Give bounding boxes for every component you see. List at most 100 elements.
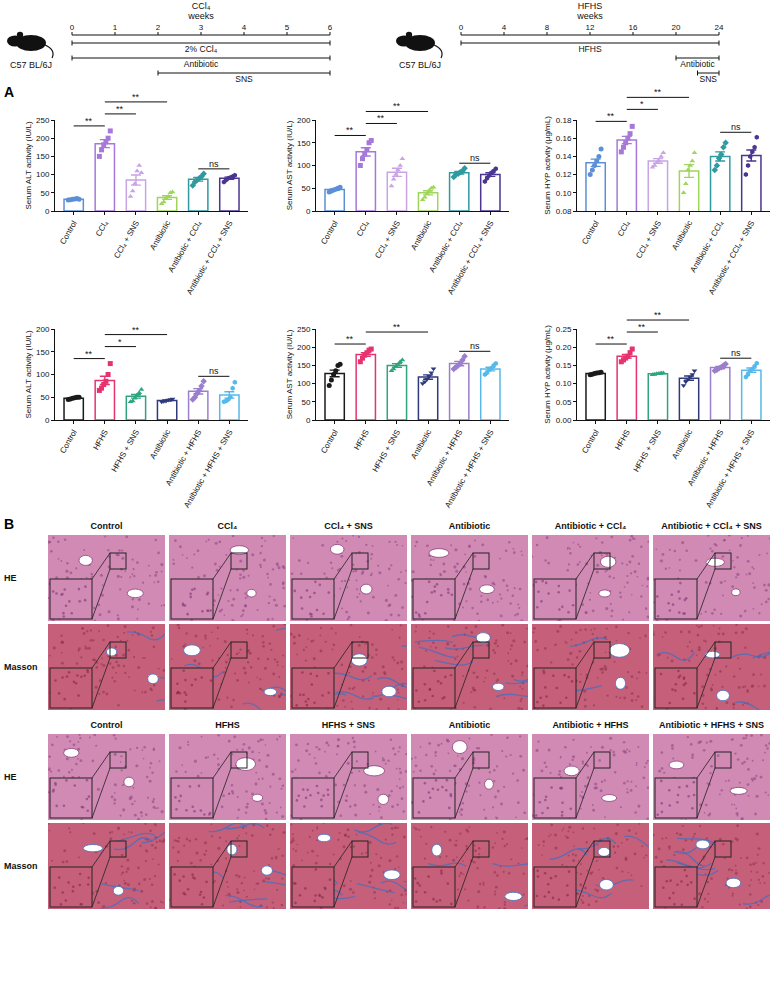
svg-text:150: 150 bbox=[297, 139, 311, 148]
svg-text:16: 16 bbox=[629, 23, 638, 32]
svg-text:**: ** bbox=[116, 104, 124, 114]
svg-text:Antibiotic: Antibiotic bbox=[184, 59, 219, 69]
svg-text:0: 0 bbox=[70, 23, 75, 32]
svg-text:ns: ns bbox=[209, 159, 219, 169]
svg-text:20: 20 bbox=[672, 23, 681, 32]
svg-text:150: 150 bbox=[36, 152, 50, 161]
svg-text:**: ** bbox=[654, 310, 662, 320]
svg-text:200: 200 bbox=[297, 343, 311, 352]
svg-text:Control: Control bbox=[58, 428, 79, 455]
svg-text:Antibiotic + CCl₄ + SNS: Antibiotic + CCl₄ + SNS bbox=[185, 219, 235, 296]
svg-text:100: 100 bbox=[36, 370, 50, 379]
svg-text:HFHS: HFHS bbox=[91, 428, 110, 451]
svg-text:Serum HYP activity (μg/mL): Serum HYP activity (μg/mL) bbox=[543, 325, 552, 424]
svg-text:Antibiotic + HFHS + SNS: Antibiotic + HFHS + SNS bbox=[443, 428, 495, 510]
svg-text:Antibiotic + HFHS + SNS: Antibiotic + HFHS + SNS bbox=[182, 428, 234, 510]
svg-text:CCl₄: CCl₄ bbox=[192, 1, 211, 11]
svg-text:CCl₄: CCl₄ bbox=[94, 219, 110, 238]
svg-text:**: ** bbox=[377, 113, 385, 123]
svg-text:ns: ns bbox=[470, 341, 480, 351]
svg-text:HFHS: HFHS bbox=[578, 1, 603, 11]
svg-text:Antibiotic + CCl₄ + SNS: Antibiotic + CCl₄ + SNS bbox=[446, 219, 496, 296]
svg-text:Serum ALT activity (IU/L): Serum ALT activity (IU/L) bbox=[24, 121, 33, 210]
svg-text:*: * bbox=[640, 99, 644, 109]
svg-text:100: 100 bbox=[297, 161, 311, 170]
svg-text:250: 250 bbox=[297, 325, 311, 334]
svg-text:6: 6 bbox=[328, 23, 333, 32]
svg-text:CCl₄: CCl₄ bbox=[616, 219, 632, 238]
svg-text:C57 BL/6J: C57 BL/6J bbox=[10, 60, 52, 70]
svg-text:4: 4 bbox=[242, 23, 247, 32]
svg-text:Serum ALT activity (IU/L): Serum ALT activity (IU/L) bbox=[24, 330, 33, 419]
svg-text:HFHS: HFHS bbox=[613, 428, 632, 451]
svg-text:0.05: 0.05 bbox=[556, 398, 572, 407]
svg-text:Antibiotic + CCl₄: Antibiotic + CCl₄ bbox=[167, 219, 204, 274]
svg-text:Control: Control bbox=[580, 428, 601, 455]
svg-text:5: 5 bbox=[285, 23, 290, 32]
svg-text:ns: ns bbox=[470, 153, 480, 163]
svg-text:HFHS + SNS: HFHS + SNS bbox=[371, 428, 402, 474]
svg-text:3: 3 bbox=[199, 23, 204, 32]
svg-text:Serum AST activity (IU/L): Serum AST activity (IU/L) bbox=[285, 120, 294, 210]
svg-text:Antibiotic: Antibiotic bbox=[409, 428, 433, 461]
svg-text:8: 8 bbox=[545, 23, 550, 32]
svg-text:0: 0 bbox=[45, 207, 50, 216]
svg-text:0.20: 0.20 bbox=[556, 343, 572, 352]
svg-text:Antibiotic: Antibiotic bbox=[409, 219, 433, 252]
svg-text:CCl₄: CCl₄ bbox=[355, 219, 371, 238]
svg-text:250: 250 bbox=[36, 116, 50, 125]
svg-text:HFHS: HFHS bbox=[578, 44, 601, 54]
svg-text:CCl₄ + SNS: CCl₄ + SNS bbox=[634, 219, 663, 260]
svg-text:**: ** bbox=[607, 334, 615, 344]
svg-text:12: 12 bbox=[586, 23, 595, 32]
svg-text:Antibiotic + HFHS: Antibiotic + HFHS bbox=[164, 428, 203, 487]
svg-text:Antibiotic + HFHS + SNS: Antibiotic + HFHS + SNS bbox=[704, 428, 756, 510]
svg-text:Antibiotic + HFHS: Antibiotic + HFHS bbox=[686, 428, 725, 487]
svg-text:Antibiotic + CCl₄: Antibiotic + CCl₄ bbox=[428, 219, 465, 274]
svg-text:0.12: 0.12 bbox=[556, 170, 572, 179]
svg-text:CCl₄ + SNS: CCl₄ + SNS bbox=[112, 219, 141, 260]
svg-text:200: 200 bbox=[36, 325, 50, 334]
svg-text:CCl₄ + SNS: CCl₄ + SNS bbox=[373, 219, 402, 260]
svg-text:Antibiotic + CCl₄ + SNS: Antibiotic + CCl₄ + SNS bbox=[707, 219, 757, 296]
svg-text:50: 50 bbox=[40, 393, 49, 402]
svg-text:Antibiotic: Antibiotic bbox=[148, 428, 172, 461]
svg-text:Serum AST activity (IU/L): Serum AST activity (IU/L) bbox=[285, 329, 294, 419]
svg-text:Control: Control bbox=[580, 219, 601, 246]
svg-text:Antibiotic: Antibiotic bbox=[670, 428, 694, 461]
svg-text:**: ** bbox=[346, 125, 354, 135]
svg-text:**: ** bbox=[654, 87, 662, 97]
svg-text:0: 0 bbox=[459, 23, 464, 32]
svg-text:100: 100 bbox=[297, 379, 311, 388]
svg-text:Antibiotic: Antibiotic bbox=[148, 219, 172, 252]
svg-text:2% CCl₄: 2% CCl₄ bbox=[185, 44, 218, 54]
svg-text:HFHS + SNS: HFHS + SNS bbox=[632, 428, 663, 474]
svg-text:0: 0 bbox=[306, 207, 311, 216]
svg-text:24: 24 bbox=[715, 23, 724, 32]
svg-text:ns: ns bbox=[209, 366, 219, 376]
svg-text:0.10: 0.10 bbox=[556, 189, 572, 198]
svg-text:0.18: 0.18 bbox=[556, 116, 572, 125]
svg-text:Control: Control bbox=[319, 428, 340, 455]
svg-text:ns: ns bbox=[731, 348, 741, 358]
svg-text:**: ** bbox=[638, 322, 646, 332]
svg-text:0.10: 0.10 bbox=[556, 379, 572, 388]
svg-text:1: 1 bbox=[113, 23, 118, 32]
svg-text:50: 50 bbox=[40, 189, 49, 198]
svg-text:ns: ns bbox=[731, 122, 741, 132]
svg-text:Antibiotic + HFHS: Antibiotic + HFHS bbox=[425, 428, 464, 487]
svg-text:**: ** bbox=[85, 116, 93, 126]
svg-text:50: 50 bbox=[301, 184, 310, 193]
svg-text:HFHS + SNS: HFHS + SNS bbox=[110, 428, 141, 474]
svg-text:0.25: 0.25 bbox=[556, 325, 572, 334]
svg-text:**: ** bbox=[132, 325, 140, 335]
svg-text:2: 2 bbox=[156, 23, 161, 32]
svg-text:**: ** bbox=[346, 334, 354, 344]
svg-text:Serum HYP activity (μg/mL): Serum HYP activity (μg/mL) bbox=[543, 116, 552, 215]
svg-text:150: 150 bbox=[36, 348, 50, 357]
svg-text:0.16: 0.16 bbox=[556, 134, 572, 143]
svg-text:0.08: 0.08 bbox=[556, 207, 572, 216]
svg-text:0.14: 0.14 bbox=[556, 152, 572, 161]
svg-text:0: 0 bbox=[306, 416, 311, 425]
svg-text:HFHS: HFHS bbox=[352, 428, 371, 451]
